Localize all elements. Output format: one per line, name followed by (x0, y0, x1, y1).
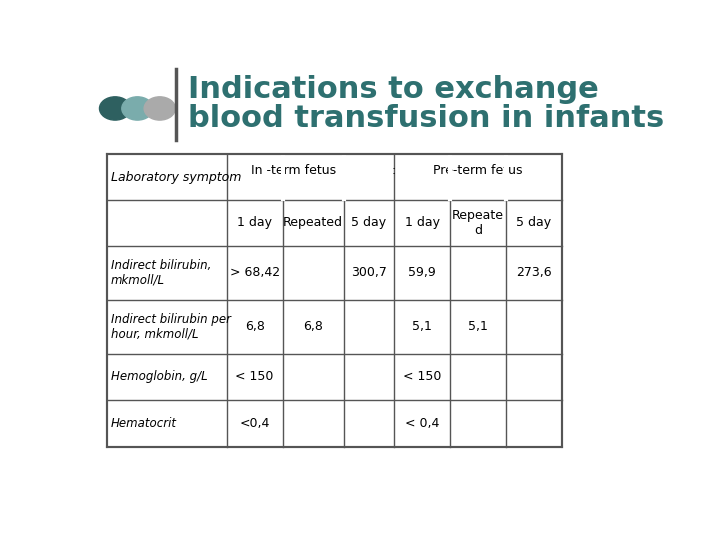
Text: Laboratory symptom: Laboratory symptom (111, 171, 241, 184)
Text: :: : (392, 164, 396, 177)
Text: blood transfusion in infants: blood transfusion in infants (188, 104, 664, 133)
Text: 1 day: 1 day (405, 217, 439, 230)
Text: 6,8: 6,8 (245, 320, 264, 333)
Text: 5 day: 5 day (516, 217, 552, 230)
Circle shape (144, 97, 176, 120)
Bar (107, 154, 562, 447)
Text: < 150: < 150 (402, 370, 441, 383)
Text: 273,6: 273,6 (516, 266, 552, 279)
Text: 6,8: 6,8 (303, 320, 323, 333)
Text: 5,1: 5,1 (412, 320, 432, 333)
Text: > 68,42: > 68,42 (230, 266, 279, 279)
Text: Pre-term fetus: Pre-term fetus (433, 164, 523, 177)
Text: Repeated: Repeated (283, 217, 343, 230)
Text: In -term fetus: In -term fetus (251, 164, 336, 177)
Text: Indications to exchange: Indications to exchange (188, 75, 598, 104)
Text: <0,4: <0,4 (240, 417, 270, 430)
Text: 300,7: 300,7 (351, 266, 387, 279)
Circle shape (99, 97, 131, 120)
Text: Indirect bilirubin per
hour, mkmoll/L: Indirect bilirubin per hour, mkmoll/L (111, 313, 230, 341)
Text: 1 day: 1 day (237, 217, 272, 230)
Text: Hematocrit: Hematocrit (111, 417, 176, 430)
Text: Repeate
d: Repeate d (452, 209, 504, 237)
Circle shape (122, 97, 153, 120)
Text: 5 day: 5 day (351, 217, 387, 230)
Text: Hemoglobin, g/L: Hemoglobin, g/L (111, 370, 207, 383)
Text: Indirect bilirubin,
mkmoll/L: Indirect bilirubin, mkmoll/L (111, 259, 211, 287)
Text: 59,9: 59,9 (408, 266, 436, 279)
Text: < 150: < 150 (235, 370, 274, 383)
Text: 5,1: 5,1 (468, 320, 487, 333)
Text: < 0,4: < 0,4 (405, 417, 439, 430)
